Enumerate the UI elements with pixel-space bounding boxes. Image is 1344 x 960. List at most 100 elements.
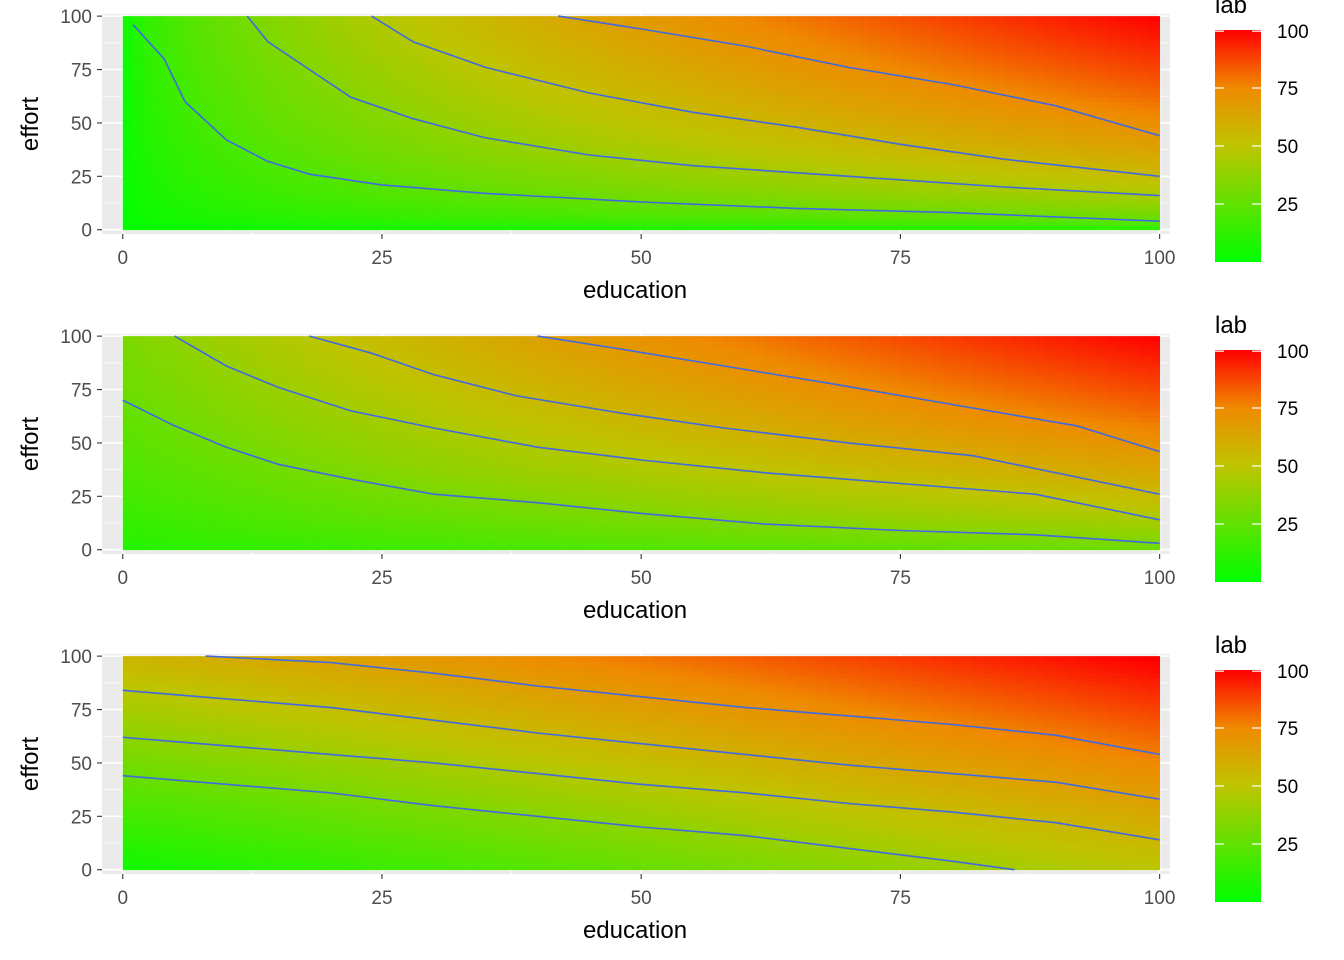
heat-tile xyxy=(724,97,735,102)
heat-tile xyxy=(734,41,746,47)
heat-tile xyxy=(983,212,995,218)
heat-tile xyxy=(413,97,424,102)
heat-tile xyxy=(983,101,995,107)
heat-tile xyxy=(433,169,445,175)
heat-tile xyxy=(340,178,352,184)
heat-tile xyxy=(568,157,580,162)
heat-tile xyxy=(133,24,144,30)
heat-tile xyxy=(381,67,393,73)
heat-tile xyxy=(143,93,155,98)
heat-tile xyxy=(941,191,953,196)
heat-tile xyxy=(205,216,217,222)
heat-tile xyxy=(755,135,767,141)
heat-tile xyxy=(1066,140,1078,145)
heat-tile xyxy=(496,178,507,184)
heat-tile xyxy=(1087,195,1098,201)
heat-tile xyxy=(765,199,777,205)
heat-tile xyxy=(164,71,175,77)
heat-tile xyxy=(330,127,341,132)
heat-tile xyxy=(205,63,217,68)
heat-tile xyxy=(216,54,227,60)
heat-tile xyxy=(620,84,632,90)
heat-tile xyxy=(381,24,393,30)
heat-tile xyxy=(236,71,248,77)
heat-tile xyxy=(516,140,528,145)
heat-tile xyxy=(195,221,207,226)
heat-tile xyxy=(133,54,144,60)
heat-tile xyxy=(350,157,362,162)
heat-tile xyxy=(589,127,601,132)
heat-tile xyxy=(630,16,642,21)
heat-tile xyxy=(734,105,746,111)
heat-tile xyxy=(1076,127,1088,132)
heat-tile xyxy=(1055,204,1067,209)
heat-tile xyxy=(319,131,331,137)
heat-tile xyxy=(1055,122,1067,128)
heat-tile xyxy=(485,174,497,179)
heat-tile xyxy=(464,71,476,77)
heat-tile xyxy=(1055,225,1067,231)
heat-tile xyxy=(257,63,269,68)
heat-tile xyxy=(983,208,995,214)
heat-tile xyxy=(765,225,777,231)
heat-tile xyxy=(879,80,891,85)
heat-tile xyxy=(1055,157,1067,162)
heat-tile xyxy=(1138,187,1150,192)
heat-tile xyxy=(547,221,559,226)
heat-tile xyxy=(278,16,290,21)
heat-tile xyxy=(869,127,881,132)
heat-tile xyxy=(174,33,186,38)
heat-tile xyxy=(775,212,787,218)
heat-tile xyxy=(641,157,652,162)
heat-tile xyxy=(122,63,134,68)
heat-tile xyxy=(838,105,849,111)
heat-tile xyxy=(558,127,570,132)
heat-tile xyxy=(900,148,912,154)
heat-tile xyxy=(257,54,269,60)
heat-tile xyxy=(257,46,269,51)
heat-tile xyxy=(796,28,808,34)
heat-tile xyxy=(174,191,186,196)
heat-tile xyxy=(205,20,217,26)
heat-tile xyxy=(361,67,372,73)
heat-tile xyxy=(1055,178,1067,184)
heat-tile xyxy=(195,199,207,205)
heat-tile xyxy=(1024,144,1036,149)
heat-tile xyxy=(299,148,310,154)
heat-tile xyxy=(267,37,279,43)
heat-tile xyxy=(433,80,445,85)
heat-tile xyxy=(827,28,839,34)
heat-tile xyxy=(796,152,808,158)
heat-tile xyxy=(693,122,704,128)
heat-tile xyxy=(952,88,964,94)
heat-tile xyxy=(796,182,808,188)
heat-tile xyxy=(402,221,414,226)
heat-tile xyxy=(1118,84,1129,90)
heat-tile xyxy=(952,148,964,154)
heat-tile xyxy=(402,148,414,154)
heat-tile xyxy=(1138,114,1150,120)
heat-tile xyxy=(278,80,290,85)
heat-tile xyxy=(309,84,321,90)
heat-tile xyxy=(962,97,974,102)
heat-tile xyxy=(1004,88,1015,94)
heat-tile xyxy=(133,122,144,128)
heat-tile xyxy=(848,191,860,196)
heat-tile xyxy=(247,199,258,205)
heat-tile xyxy=(516,216,528,222)
heat-tile xyxy=(568,165,580,171)
heat-tile xyxy=(1004,144,1015,149)
heat-tile xyxy=(340,187,352,192)
heat-tile xyxy=(236,110,248,115)
heat-tile xyxy=(1014,127,1026,132)
heat-tile xyxy=(620,191,632,196)
heat-tile xyxy=(744,161,756,167)
heat-tile xyxy=(858,148,870,154)
heat-tile xyxy=(464,93,476,98)
heat-tile xyxy=(288,208,300,214)
heat-tile xyxy=(693,161,704,167)
heat-tile xyxy=(641,178,652,184)
heat-tile xyxy=(744,75,756,81)
heat-tile xyxy=(371,225,383,231)
heat-tile xyxy=(890,148,901,154)
